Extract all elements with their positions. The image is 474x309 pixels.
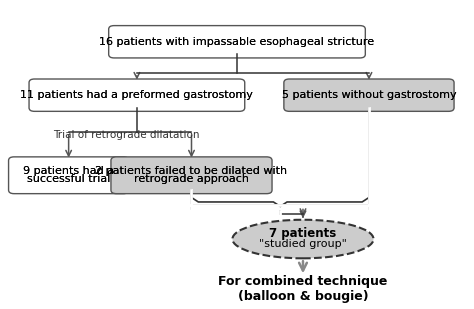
FancyBboxPatch shape	[284, 79, 454, 111]
Text: 2 patients failed to be dilated with: 2 patients failed to be dilated with	[95, 166, 288, 176]
FancyBboxPatch shape	[109, 26, 365, 58]
Text: 16 patients with impassable esophageal stricture: 16 patients with impassable esophageal s…	[100, 37, 374, 47]
Text: 5 patients without gastrostomy: 5 patients without gastrostomy	[282, 90, 456, 100]
Text: retrograde approach: retrograde approach	[134, 174, 249, 184]
Text: 11 patients had a preformed gastrostomy: 11 patients had a preformed gastrostomy	[20, 90, 253, 100]
Text: For combined technique
(balloon & bougie): For combined technique (balloon & bougie…	[219, 275, 388, 303]
Text: 16 patients with impassable esophageal stricture: 16 patients with impassable esophageal s…	[100, 37, 374, 47]
Text: 11 patients had a preformed gastrostomy: 11 patients had a preformed gastrostomy	[20, 90, 253, 100]
Text: 2 patients failed to be dilated with: 2 patients failed to be dilated with	[95, 166, 288, 176]
Text: successful trial: successful trial	[27, 174, 110, 184]
Text: 9 patients had a: 9 patients had a	[23, 166, 114, 176]
Text: retrograde approach: retrograde approach	[134, 174, 249, 184]
Text: successful trial: successful trial	[27, 174, 110, 184]
FancyBboxPatch shape	[111, 157, 272, 194]
Text: 9 patients had a: 9 patients had a	[23, 166, 114, 176]
FancyBboxPatch shape	[29, 79, 245, 111]
FancyBboxPatch shape	[9, 157, 129, 194]
Text: 5 patients without gastrostomy: 5 patients without gastrostomy	[282, 90, 456, 100]
Ellipse shape	[232, 220, 374, 258]
Text: "studied group": "studied group"	[259, 239, 347, 249]
Text: Trial of retrograde dilatation: Trial of retrograde dilatation	[53, 130, 199, 140]
Text: 7 patients: 7 patients	[269, 227, 337, 240]
